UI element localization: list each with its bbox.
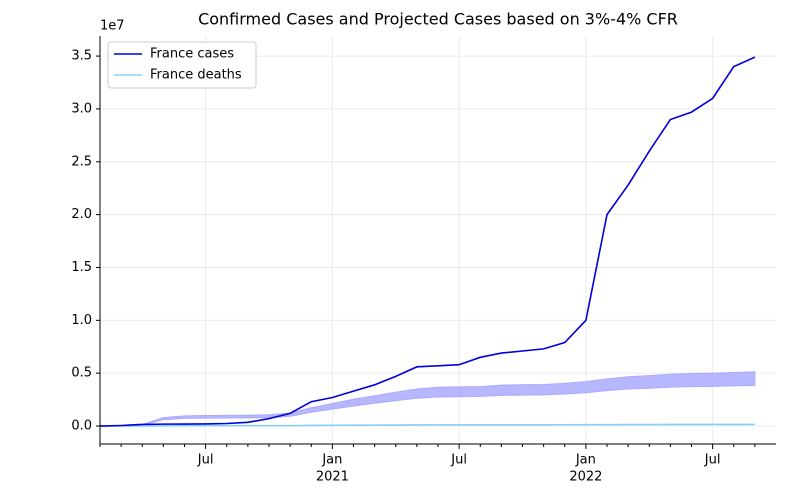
y-offset-label: 1e7 — [100, 19, 125, 34]
legend-label: France cases — [150, 47, 234, 62]
y-tick-label: 3.0 — [71, 101, 92, 116]
x-tick-label: Jan — [575, 453, 596, 468]
y-tick-label: 2.5 — [71, 154, 92, 169]
y-tick-label: 1.5 — [71, 260, 92, 275]
x-tick-label: Jul — [704, 453, 721, 468]
axes: 0.0 0.5 1.0 1.5 2.0 2.5 3.0 3.5 Jul Jan 2021 Jul Jan… — [71, 36, 776, 485]
x-tick-label: Jan — [321, 453, 342, 468]
y-tick-label: 1.0 — [71, 313, 92, 328]
chart-title: Confirmed Cases and Projected Cases base… — [198, 10, 678, 29]
x-tick-label: Jul — [197, 453, 214, 468]
y-tick-label: 3.5 — [71, 49, 92, 64]
plot — [99, 56, 756, 427]
y-tick-label: 2.0 — [71, 207, 92, 222]
x-tick-label: Jul — [450, 453, 467, 468]
legend-box — [107, 41, 257, 89]
y-tick-label: 0.5 — [71, 366, 92, 381]
projected-band — [99, 371, 756, 427]
legend: France cases France deaths — [107, 41, 257, 89]
legend-label: France deaths — [150, 68, 242, 83]
line-series — [99, 56, 756, 427]
y-tick-label: 0.0 — [71, 419, 92, 434]
x-tick-sublabel: 2022 — [569, 470, 602, 485]
line-series — [99, 423, 755, 427]
x-tick-sublabel: 2021 — [316, 470, 349, 485]
